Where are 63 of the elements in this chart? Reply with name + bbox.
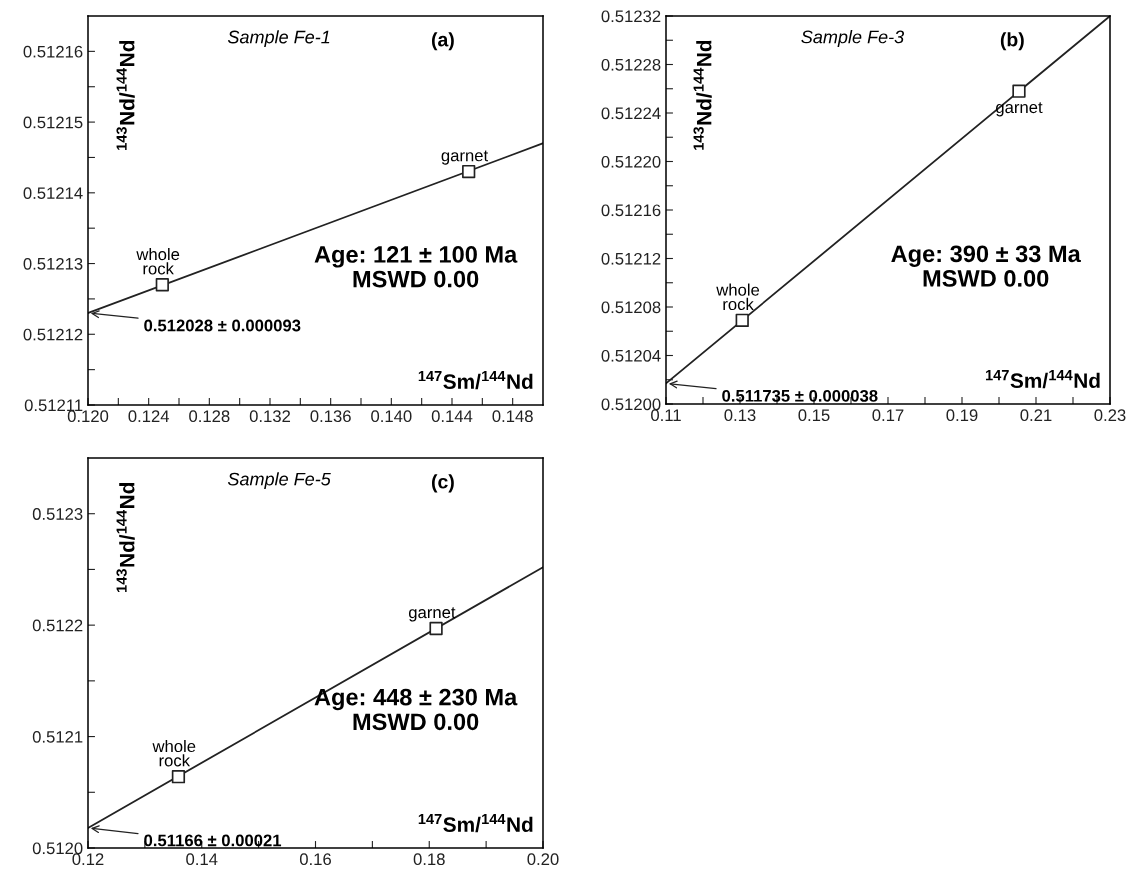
x-tick-label: 0.17 — [872, 409, 904, 422]
annotation: Age: 448 ± 230 Ma MSWD 0.00 — [314, 688, 518, 731]
y-tick-label: 0.51213 — [23, 257, 83, 270]
y-tick-label: 0.5122 — [32, 619, 83, 632]
text: Sample Fe-5 — [227, 472, 331, 490]
y-tick-label: 0.51200 — [601, 398, 661, 411]
annotation: (b) — [1000, 32, 1024, 51]
x-tick-label: 0.18 — [413, 853, 445, 866]
annotation: garnet — [441, 150, 489, 165]
y-tick-label: 0.5121 — [32, 730, 83, 743]
x-axis-title: $^{147}$Sm/$^{144}$Nd — [418, 371, 533, 390]
annotation: 0.51166 ± 0.00021 — [144, 834, 282, 847]
annotation: Age: 390 ± 33 Ma MSWD 0.00 — [891, 245, 1081, 287]
x-tick-label: 0.13 — [724, 409, 756, 422]
y-tick-label: 0.5120 — [32, 842, 83, 855]
x-tick-label: 0.19 — [946, 409, 978, 422]
x-axis-title: $^{147}$Sm/$^{144}$Nd — [985, 370, 1100, 389]
x-tick-label: 0.136 — [310, 410, 351, 423]
x-tick-label: 0.23 — [1094, 409, 1126, 422]
y-tick-label: 0.51228 — [601, 58, 661, 71]
text: Sample Fe-3 — [801, 30, 905, 47]
x-axis-title: $^{147}$Sm/$^{144}$Nd — [418, 814, 533, 833]
y-tick-label: 0.51204 — [601, 349, 661, 362]
annotation: whole rock — [136, 247, 180, 275]
annotation: (c) — [431, 474, 454, 493]
text: Sample Fe-1 — [227, 30, 330, 47]
annotation: Age: 121 ± 100 Ma MSWD 0.00 — [314, 246, 518, 288]
x-tick-label: 0.11 — [651, 409, 681, 422]
y-tick-label: 0.51212 — [601, 252, 661, 265]
annotation: garnet — [408, 607, 456, 622]
x-tick-label: 0.148 — [492, 410, 533, 423]
x-tick-label: 0.120 — [67, 410, 109, 423]
y-tick-label: 0.51212 — [23, 328, 83, 341]
y-tick-label: 0.5123 — [32, 508, 83, 520]
y-axis-title: $^{143}$Nd/$^{144}$Nd — [116, 40, 135, 150]
y-tick-label: 0.51216 — [23, 45, 83, 58]
annotation: (a) — [431, 32, 454, 51]
x-tick-label: 0.21 — [1020, 409, 1052, 422]
y-tick-label: 0.51216 — [601, 204, 661, 217]
y-tick-label: 0.51220 — [601, 155, 661, 168]
y-tick-label: 0.51211 — [24, 399, 83, 412]
x-tick-label: 0.14 — [186, 853, 218, 866]
x-tick-label: 0.12 — [72, 853, 104, 866]
x-tick-label: 0.132 — [249, 410, 291, 423]
x-tick-label: 0.16 — [299, 853, 331, 866]
y-axis-title: $^{143}$Nd/$^{144}$Nd — [116, 482, 135, 592]
annotation: whole rock — [716, 283, 760, 311]
annotation: garnet — [996, 102, 1043, 117]
y-tick-label: 0.51232 — [601, 10, 661, 23]
x-tick-label: 0.144 — [431, 410, 473, 423]
x-tick-label: 0.20 — [527, 853, 559, 866]
annotation: 0.512028 ± 0.000093 — [144, 319, 301, 332]
y-tick-label: 0.51215 — [23, 116, 83, 129]
annotation: 0.511735 ± 0.000038 — [722, 389, 878, 402]
x-tick-label: 0.124 — [128, 410, 170, 423]
x-tick-label: 0.15 — [798, 409, 830, 422]
y-axis-title: $^{143}$Nd/$^{144}$Nd — [693, 40, 712, 150]
y-tick-label: 0.51224 — [601, 107, 661, 120]
annotation: whole rock — [152, 739, 196, 767]
x-tick-label: 0.128 — [189, 410, 230, 423]
y-tick-label: 0.51214 — [23, 187, 83, 200]
y-tick-label: 0.51208 — [601, 301, 661, 314]
x-tick-label: 0.140 — [371, 410, 412, 423]
